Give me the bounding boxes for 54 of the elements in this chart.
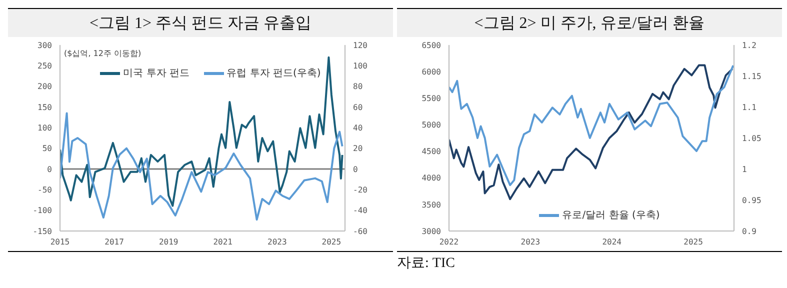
y-tick-label: 3500 <box>422 200 442 210</box>
x-tick-label: 2022 <box>439 238 459 247</box>
x-tick-label: 2015 <box>50 238 70 247</box>
y-axis-title: ($십억, 12주 이동합) <box>64 48 142 59</box>
x-tick-label: 2024 <box>602 238 622 247</box>
y2-tick-label: 0.95 <box>742 196 762 205</box>
y-tick-label: 200 <box>38 82 52 92</box>
x-tick-label: 2025 <box>684 238 704 247</box>
y2-tick-label: 1.2 <box>742 40 757 50</box>
y2-tick-label: 120 <box>353 40 368 50</box>
line-series <box>60 112 344 221</box>
y-tick-label: 4500 <box>422 147 442 156</box>
y2-tick-label: -40 <box>353 206 368 216</box>
y2-tick-label: 1.05 <box>742 134 762 143</box>
y2-tick-label: 40 <box>353 124 363 133</box>
y2-tick-label: -20 <box>353 186 368 195</box>
legend-label: 유럽 투자 펀드(우축) <box>226 67 321 80</box>
x-tick-label: 2025 <box>322 238 342 247</box>
chart-title: <그림 1> 주식 펀드 자금 유출입 <box>8 8 393 37</box>
chart-title: <그림 2> 미 주가, 유로/달러 환율 <box>397 8 782 37</box>
y2-tick-label: 0 <box>353 164 358 174</box>
y-tick-label: -50 <box>38 186 52 195</box>
y-tick-label: 150 <box>38 102 52 112</box>
legend-label: 유로/달러 환율 (우축) <box>562 209 660 222</box>
y-tick-label: 250 <box>38 62 52 71</box>
y-tick-label: 4000 <box>422 174 442 183</box>
y2-tick-label: 20 <box>353 144 363 154</box>
x-tick-label: 2019 <box>158 238 178 247</box>
y2-tick-label: 0.9 <box>742 226 757 236</box>
y2-tick-label: 1 <box>742 164 747 174</box>
line-series <box>60 56 344 207</box>
y-tick-label: 6500 <box>422 40 442 50</box>
y2-tick-label: 100 <box>353 62 368 71</box>
y-tick-label: 100 <box>38 124 52 133</box>
y-tick-label: 5500 <box>422 94 442 103</box>
y-tick-label: -100 <box>32 206 52 216</box>
y-tick-label: 50 <box>42 144 52 154</box>
y-tick-label: 300 <box>38 40 52 50</box>
x-tick-label: 2023 <box>520 238 540 247</box>
y2-tick-label: -60 <box>353 226 368 236</box>
text: 자료: TIC <box>397 254 782 272</box>
y2-tick-label: 60 <box>353 102 363 112</box>
y-tick-label: 5000 <box>422 120 442 130</box>
x-tick-label: 2017 <box>104 238 124 247</box>
y2-tick-label: 1.15 <box>742 72 762 81</box>
y-tick-label: -150 <box>32 226 52 236</box>
legend-label: 미국 투자 펀드 <box>123 67 190 80</box>
y-tick-label: 6000 <box>422 67 442 76</box>
x-tick-label: 2023 <box>268 238 287 247</box>
y-tick-label: 0 <box>47 164 52 174</box>
y2-tick-label: 80 <box>353 82 363 92</box>
y2-tick-label: 1.1 <box>742 102 757 112</box>
x-tick-label: 2021 <box>213 238 233 247</box>
y-tick-label: 3000 <box>422 226 442 236</box>
